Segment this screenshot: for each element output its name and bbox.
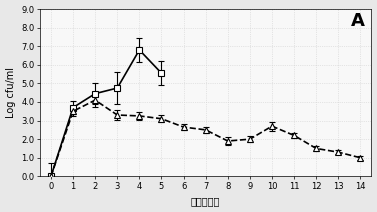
Y-axis label: Log cfu/ml: Log cfu/ml [6,67,15,118]
X-axis label: 感染后活奶: 感染后活奶 [191,197,221,206]
Text: A: A [351,12,365,30]
